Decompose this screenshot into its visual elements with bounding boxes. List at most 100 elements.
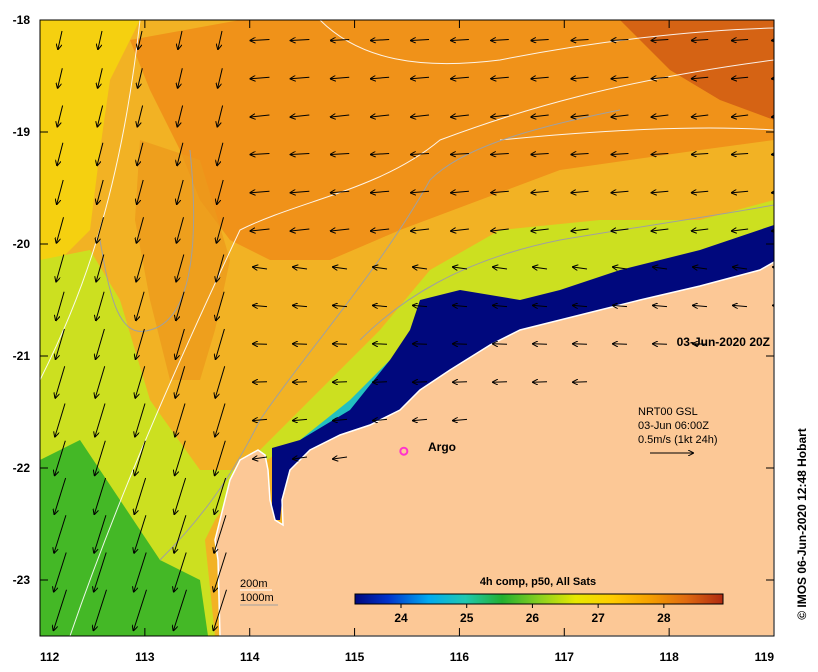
current-arrow [134,552,147,592]
current-arrow [54,477,67,514]
current-arrow [692,77,709,79]
current-arrow [693,267,708,269]
current-arrow [333,267,348,269]
current-arrow [216,328,225,359]
cold-coastal-water [272,225,774,520]
current-arrow [612,191,629,193]
current-arrow [178,68,183,88]
current-arrow [217,217,224,243]
current-arrow [137,179,144,204]
colorbar-tick-label: 27 [591,611,605,625]
current-arrow [571,77,589,79]
current-arrow [253,305,268,306]
current-arrow [411,77,430,79]
current-arrow [573,305,588,306]
colorbar-title: 4h comp, p50, All Sats [480,576,596,588]
current-arrow [373,419,388,420]
current-vectors [54,30,774,631]
current-arrow [291,115,310,117]
current-arrow [253,267,268,269]
current-arrow [652,229,669,231]
current-arrow [371,115,390,117]
current-arrow [174,552,187,592]
current-arrow [652,115,669,117]
current-legend: NRT00 GSL 03-Jun 06:00Z 0.5m/s (1kt 24h) [638,406,717,453]
current-arrow [218,30,223,49]
lat-tick-label: -20 [13,237,31,251]
lat-axis: -18 -19 -20 -21 -22 -23 [13,13,774,587]
current-arrow [293,457,308,459]
current-arrow [571,191,589,193]
current-arrow [291,191,310,193]
current-arrow [214,477,227,514]
current-arrow [135,403,146,437]
current-arrow [291,229,310,231]
isobath-deep-label: 1000m [240,592,274,604]
current-arrow [175,440,186,476]
current-arrow [732,229,749,231]
current-arrow [174,589,187,631]
current-arrow [451,229,469,231]
colorbar-tick-label: 24 [394,611,408,625]
current-arrow [97,142,104,166]
current-arrow [531,40,549,41]
isobath-key: 200m 1000m [240,578,278,606]
current-arrow [58,30,63,49]
current-arrow [98,68,103,88]
lon-tick-label: 113 [135,650,155,664]
current-arrow [451,191,469,193]
current-arrow [493,305,508,306]
current-arrow [57,179,64,204]
current-arrow [136,291,145,321]
current-arrow [293,267,308,269]
current-arrow [54,552,67,592]
current-arrow [216,291,225,321]
colorbar-tick-label: 28 [657,611,671,625]
argo-marker [399,446,409,456]
current-arrow [571,154,589,155]
current-arrow [177,179,184,204]
current-arrow [573,267,588,269]
current-arrow [134,477,147,514]
current-arrow [56,291,65,321]
current-arrow [331,191,350,193]
current-arrow [94,477,107,514]
current-arrow [371,40,390,41]
current-arrow [693,305,708,306]
current-arrow [531,191,549,193]
current-arrow [371,77,390,79]
current-arrow [293,305,308,306]
current-arrow [291,154,310,155]
current-arrow [491,40,509,41]
current-arrow [176,328,185,359]
current-arrow [413,305,428,306]
current-arrow [571,229,589,231]
lon-tick-label: 116 [450,650,470,664]
current-arrow [134,515,147,553]
green-band [40,440,208,636]
current-arrow [94,515,107,553]
current-arrow [215,440,226,476]
current-arrow [413,267,428,269]
current-arrow [216,254,225,282]
current-arrow [371,154,390,155]
current-arrow [291,40,310,41]
lon-tick-label: 112 [40,650,60,664]
lon-tick-label: 115 [345,650,365,664]
lon-tick-label: 117 [555,650,575,664]
current-arrow [453,267,468,269]
current-arrow [453,305,468,306]
current-arrow [97,179,104,204]
current-arrow [293,419,308,420]
legend-time: 03-Jun 06:00Z [638,420,709,432]
current-arrow [138,68,143,88]
lat-tick-label: -21 [13,349,31,363]
date-label: 03-Jun-2020 20Z [677,335,770,349]
current-arrow [411,115,430,117]
current-arrow [95,403,106,437]
current-arrow [55,366,66,398]
current-arrow [652,154,669,155]
current-arrow [218,68,223,88]
current-arrow [176,291,185,321]
